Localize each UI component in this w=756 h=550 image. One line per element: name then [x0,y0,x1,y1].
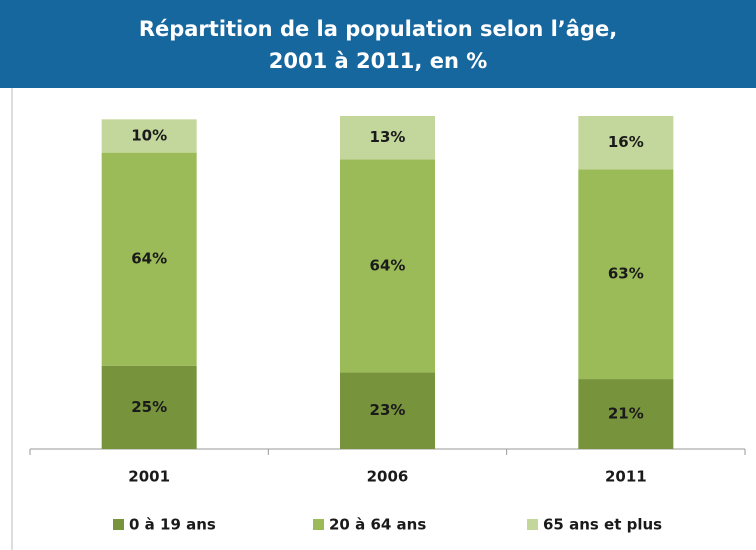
legend-label: 20 à 64 ans [329,516,426,534]
legend-label: 65 ans et plus [543,516,662,534]
bar-segment [340,116,435,160]
value-label: 25% [131,398,167,416]
value-label: 23% [370,401,406,419]
bar-segment [340,159,435,373]
x-tick-label: 2001 [128,468,170,486]
bar-segment [578,169,674,380]
bar-segment [578,379,674,449]
title-banner [0,0,756,88]
chart-title: 2001 à 2011, en % [269,49,488,73]
legend-swatch [527,519,538,530]
chart-title: Répartition de la population selon l’âge… [139,17,617,41]
legend-swatch [313,519,324,530]
legend-swatch [113,519,124,530]
value-label: 64% [370,256,406,274]
value-label: 13% [370,128,406,146]
bar-segment [101,365,197,449]
x-tick-label: 2006 [367,468,409,486]
bar-segment [101,119,197,153]
value-label: 16% [608,133,644,151]
bar-segment [101,152,197,366]
value-label: 10% [131,126,167,144]
value-label: 21% [608,405,644,423]
value-label: 63% [608,265,644,283]
bar-segment [578,116,674,170]
value-label: 64% [131,250,167,268]
bar-segment [340,372,435,449]
x-tick-label: 2011 [605,468,647,486]
legend-label: 0 à 19 ans [129,516,216,534]
